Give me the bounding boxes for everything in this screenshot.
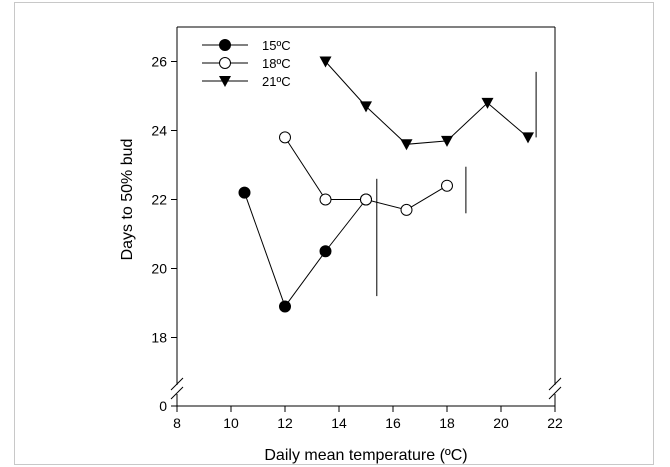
x-tick-label: 18 [439,415,455,431]
y-tick-label: 0 [159,398,167,414]
right-break-mark [548,377,562,391]
data-point [400,203,413,216]
x-tick-label: 14 [331,415,347,431]
legend-marker [219,39,231,51]
figure-frame [14,2,654,465]
y-tick-label: 26 [151,54,167,70]
y-axis-title: Days to 50% bud [119,139,136,261]
x-tick-label: 20 [493,415,509,431]
x-axis-title: Daily mean temperature (ºC) [264,447,467,464]
axes [170,26,562,407]
x-tick-label: 12 [277,415,293,431]
y-tick-label: 24 [151,123,167,139]
legend-marker [219,57,231,69]
legend-label: 21ºC [262,74,291,89]
series-line [244,192,367,308]
legend-label: 15ºC [262,38,291,53]
y-axis-break-mark [170,386,184,400]
x-tick-label: 10 [223,415,239,431]
data-point [360,193,372,206]
x-tick-label: 16 [385,415,401,431]
y-tick-label: 20 [151,261,167,277]
y-tick-label: 18 [151,330,167,346]
markers [238,56,534,313]
data-point [441,179,453,192]
data-point [238,186,251,199]
data-point [319,245,332,258]
data-point [481,97,494,109]
y-axis-break-mark [170,377,184,391]
data-point [319,56,332,68]
x-tick-label: 8 [173,415,181,431]
right-break-mark [548,386,562,400]
legend: 15ºC 18ºC 21ºC [202,38,291,89]
data-point [360,101,372,113]
legend-marker [219,76,231,87]
data-point [522,132,534,144]
legend-label: 18ºC [262,56,291,71]
data-point [279,300,291,313]
data-point [319,193,332,206]
y-tick-label: 22 [151,192,167,208]
data-point [400,139,413,151]
series-line [325,61,529,145]
data-point [441,135,453,147]
x-tick-label: 22 [547,415,563,431]
ticks: 8 10 12 14 16 18 20 22 18 20 22 24 26 0 [151,54,563,432]
data-point [279,131,291,144]
plot-lines [244,61,537,308]
